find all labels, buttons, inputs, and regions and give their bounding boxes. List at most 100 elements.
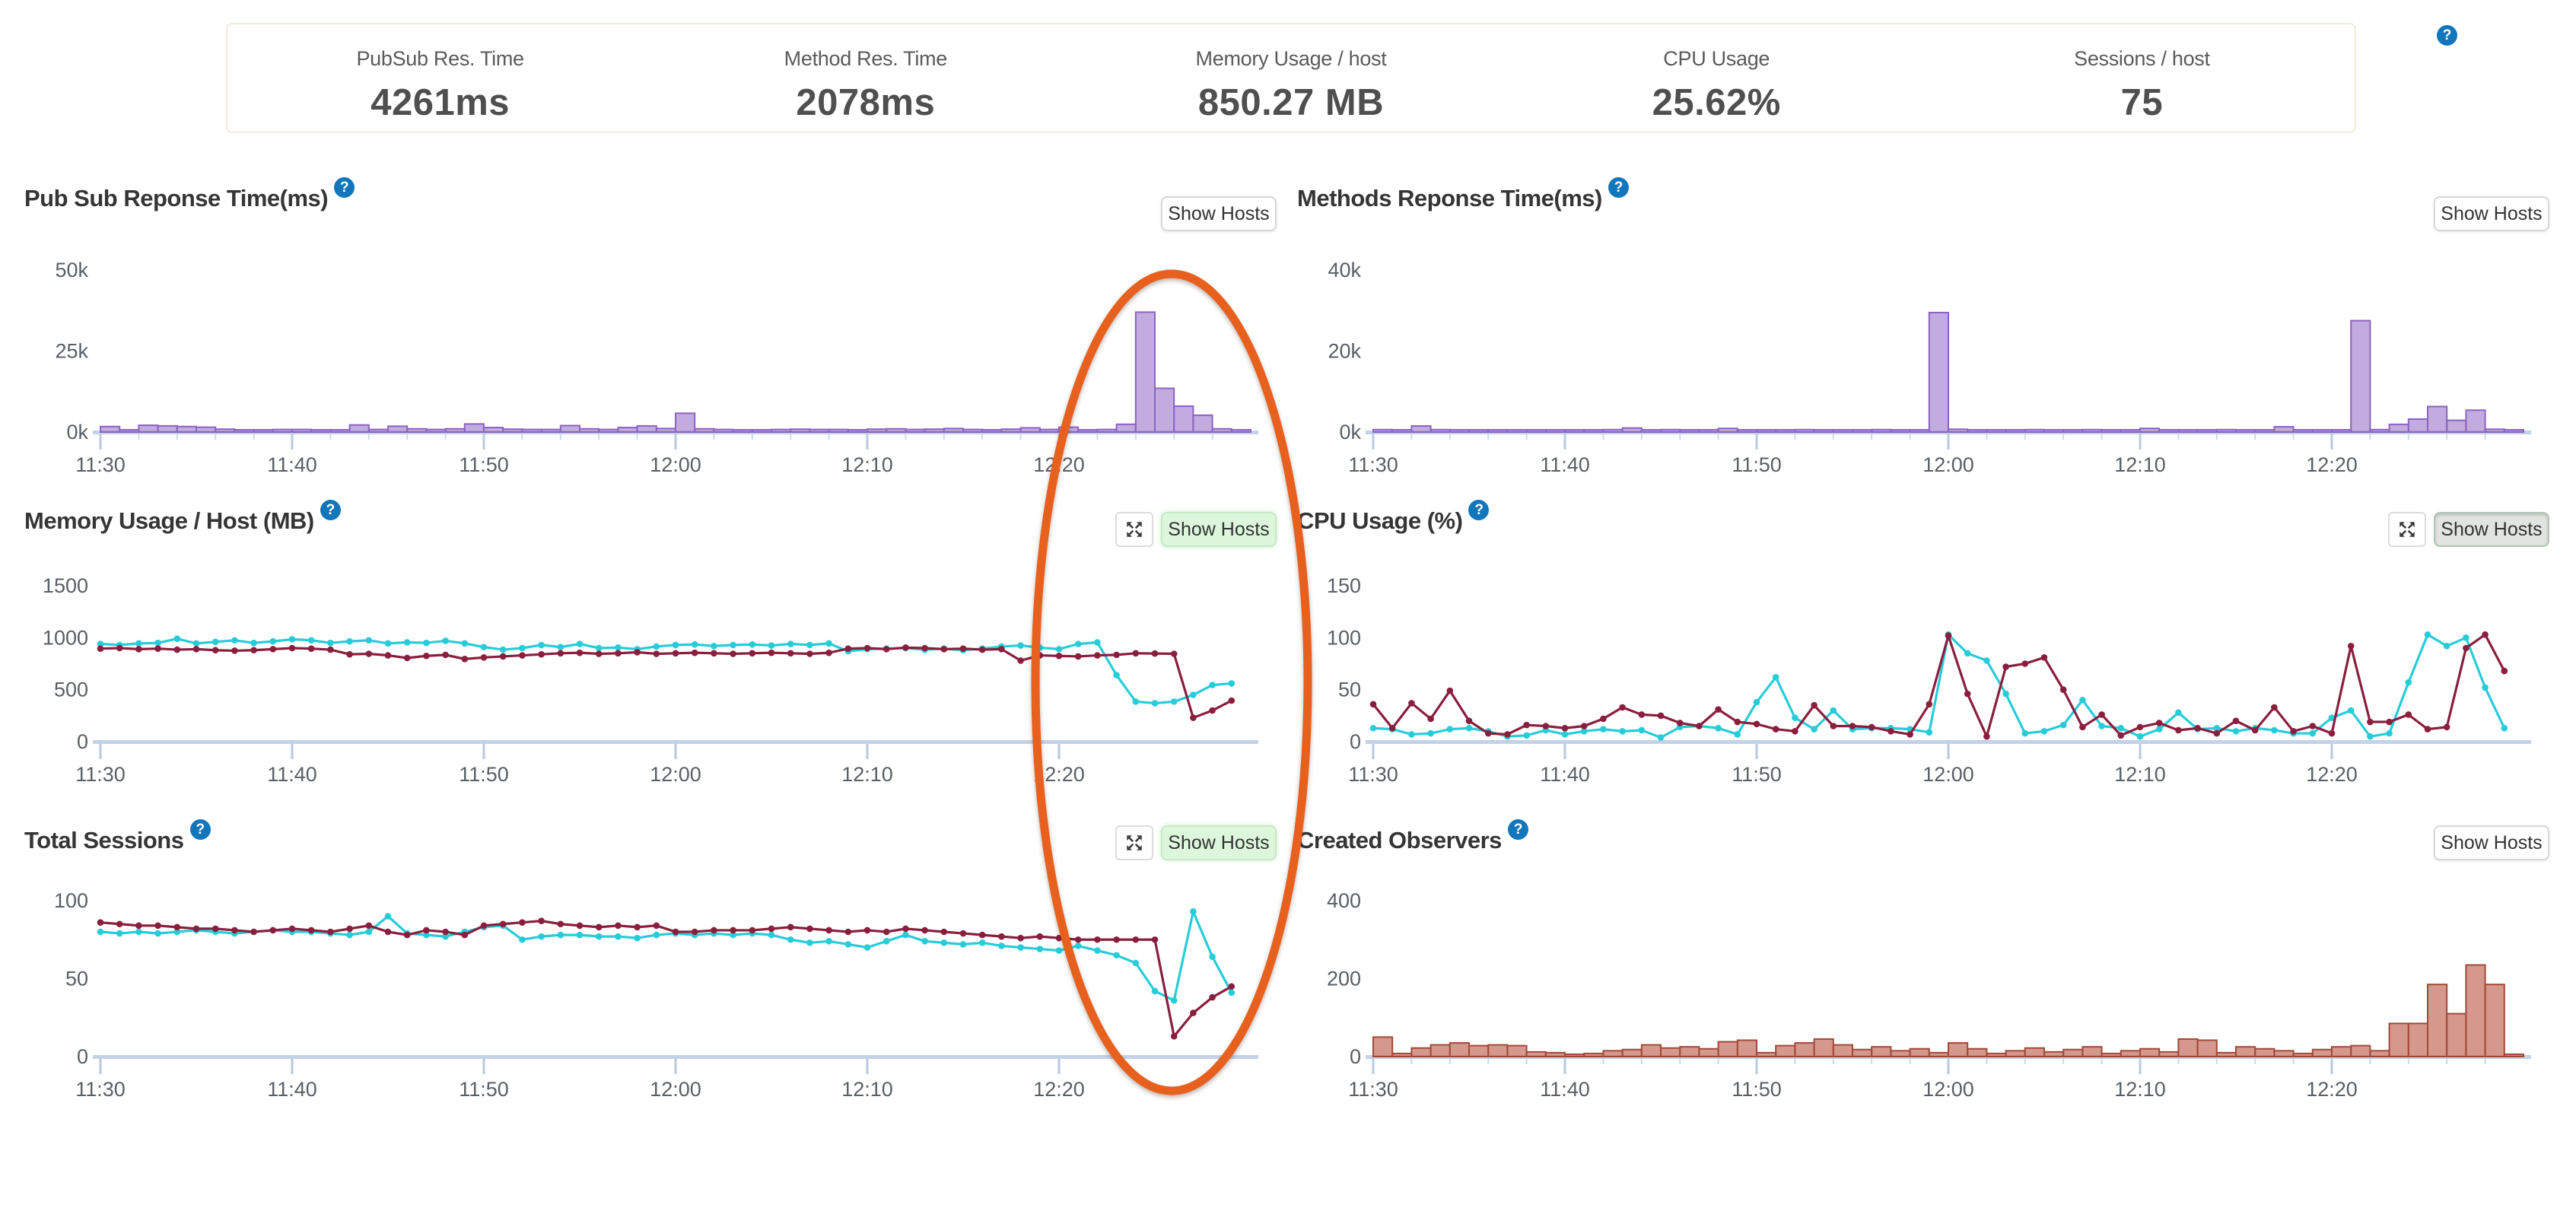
stat-value: 75 bbox=[2120, 82, 2164, 123]
svg-text:11:50: 11:50 bbox=[459, 763, 509, 783]
stat-label: CPU Usage bbox=[1663, 47, 1770, 70]
svg-text:12:00: 12:00 bbox=[650, 453, 701, 476]
svg-text:11:30: 11:30 bbox=[1348, 1078, 1398, 1101]
svg-text:12:20: 12:20 bbox=[2306, 1078, 2358, 1101]
svg-text:200: 200 bbox=[1327, 968, 1361, 990]
svg-text:12:20: 12:20 bbox=[2306, 763, 2358, 783]
stat-value: 2078ms bbox=[796, 82, 936, 123]
svg-text:400: 400 bbox=[1327, 889, 1361, 912]
observers-chart-canvas[interactable]: 11:30 11:40 11:50 12:00 12:10 12:20 0 200 400 bbox=[1296, 867, 2559, 1103]
sessions-chart-canvas[interactable]: 11:30 11:40 11:50 12:00 12:10 12:20 0 50 100 bbox=[23, 867, 1286, 1103]
chart-title: Methods Reponse Time(ms)? bbox=[1297, 177, 1629, 212]
sessions-chart-panel: Total Sessions? Show Hosts 11:30 11:40 11:… bbox=[23, 819, 1286, 1126]
svg-text:11:50: 11:50 bbox=[1732, 763, 1782, 783]
chart-title: Created Observers? bbox=[1297, 819, 1528, 854]
help-icon[interactable]: ? bbox=[1468, 500, 1490, 520]
stat-label: Method Res. Time bbox=[784, 47, 948, 70]
expand-button[interactable] bbox=[1115, 825, 1153, 860]
svg-text:12:20: 12:20 bbox=[1033, 763, 1085, 783]
svg-text:0k: 0k bbox=[66, 421, 88, 443]
svg-text:12:10: 12:10 bbox=[841, 1078, 893, 1101]
help-icon[interactable]: ? bbox=[189, 819, 211, 840]
svg-text:40k: 40k bbox=[1328, 259, 1361, 281]
pubsub-chart-panel: Pub Sub Reponse Time(ms)? Show Hosts 11:… bbox=[23, 177, 1286, 483]
methods-chart-canvas[interactable]: 11:30 11:40 11:50 12:00 12:10 12:20 0k 20k 40k bbox=[1296, 251, 2559, 483]
cpu-chart-panel: CPU Usage (%)? Show Hosts 11:30 11:40 11:5… bbox=[1296, 498, 2559, 803]
cpu-chart-canvas[interactable]: 11:30 11:40 11:50 12:00 12:10 12:20 0 50 100 150 bbox=[1296, 517, 2559, 783]
help-icon[interactable]: ? bbox=[320, 500, 341, 520]
help-icon[interactable]: ? bbox=[1507, 819, 1528, 840]
svg-text:11:50: 11:50 bbox=[1732, 453, 1782, 476]
svg-text:1000: 1000 bbox=[43, 626, 88, 649]
memory-chart-panel: Memory Usage / Host (MB)? Show Hosts 11:… bbox=[23, 498, 1286, 803]
show-hosts-button[interactable]: Show Hosts bbox=[1161, 196, 1277, 231]
svg-text:12:20: 12:20 bbox=[2306, 453, 2358, 476]
svg-text:0k: 0k bbox=[1339, 421, 1361, 443]
svg-text:12:20: 12:20 bbox=[1033, 1078, 1085, 1101]
svg-text:11:30: 11:30 bbox=[1348, 763, 1398, 783]
svg-text:12:10: 12:10 bbox=[2114, 763, 2166, 783]
svg-text:12:00: 12:00 bbox=[1922, 1078, 1974, 1101]
stats-panel: PubSub Res. Time 4261ms Method Res. Time… bbox=[226, 23, 2356, 133]
stat-sessions-host: Sessions / host 75 bbox=[1929, 24, 2355, 132]
svg-text:12:00: 12:00 bbox=[1922, 453, 1974, 476]
pubsub-chart-canvas[interactable]: 11:30 11:40 11:50 12:00 12:10 12:20 0k 25k 50k bbox=[23, 251, 1286, 483]
help-icon[interactable]: ? bbox=[334, 177, 355, 198]
stat-value: 4261ms bbox=[370, 82, 510, 123]
stat-memory-usage: Memory Usage / host 850.27 MB bbox=[1078, 24, 1503, 132]
stat-method-res-time: Method Res. Time 2078ms bbox=[653, 24, 1078, 132]
svg-text:50k: 50k bbox=[55, 259, 88, 281]
svg-text:500: 500 bbox=[54, 679, 88, 701]
show-hosts-button[interactable]: Show Hosts bbox=[2434, 512, 2549, 547]
expand-arrows-icon bbox=[2399, 522, 2415, 537]
show-hosts-button[interactable]: Show Hosts bbox=[2434, 825, 2549, 860]
svg-text:12:00: 12:00 bbox=[1922, 763, 1974, 783]
page-help-icon[interactable]: ? bbox=[2437, 25, 2457, 46]
show-hosts-button[interactable]: Show Hosts bbox=[2434, 196, 2549, 231]
svg-text:11:40: 11:40 bbox=[1540, 1078, 1590, 1101]
chart-title-text: Total Sessions bbox=[24, 827, 184, 853]
svg-text:11:50: 11:50 bbox=[459, 1078, 509, 1101]
expand-arrows-icon bbox=[1127, 835, 1142, 850]
show-hosts-button[interactable]: Show Hosts bbox=[1161, 825, 1277, 860]
stat-cpu-usage: CPU Usage 25.62% bbox=[1504, 24, 1929, 132]
svg-text:11:30: 11:30 bbox=[1348, 453, 1398, 476]
svg-text:11:30: 11:30 bbox=[75, 1078, 126, 1101]
chart-title-text: CPU Usage (%) bbox=[1297, 507, 1463, 534]
stat-value: 850.27 MB bbox=[1197, 82, 1385, 123]
svg-text:11:50: 11:50 bbox=[459, 453, 509, 476]
chart-title-text: Pub Sub Reponse Time(ms) bbox=[24, 185, 329, 211]
svg-text:12:00: 12:00 bbox=[650, 1078, 701, 1101]
stat-label: Sessions / host bbox=[2074, 47, 2210, 70]
chart-title: Pub Sub Reponse Time(ms)? bbox=[24, 177, 355, 212]
svg-text:25k: 25k bbox=[55, 340, 88, 363]
svg-text:11:40: 11:40 bbox=[267, 763, 317, 783]
svg-text:12:10: 12:10 bbox=[841, 763, 893, 783]
svg-text:20k: 20k bbox=[1328, 340, 1361, 363]
svg-text:12:10: 12:10 bbox=[841, 453, 893, 476]
svg-text:11:40: 11:40 bbox=[267, 453, 317, 476]
chart-title-text: Created Observers bbox=[1297, 827, 1502, 853]
svg-text:50: 50 bbox=[1338, 679, 1361, 701]
chart-title: Total Sessions? bbox=[24, 819, 211, 854]
svg-text:11:30: 11:30 bbox=[75, 763, 126, 783]
svg-text:0: 0 bbox=[1350, 730, 1361, 753]
expand-button[interactable] bbox=[2388, 512, 2426, 547]
svg-text:1500: 1500 bbox=[43, 574, 88, 597]
svg-text:0: 0 bbox=[77, 1045, 88, 1068]
svg-text:11:40: 11:40 bbox=[1540, 453, 1590, 476]
chart-title: Memory Usage / Host (MB)? bbox=[24, 500, 341, 535]
svg-text:50: 50 bbox=[65, 968, 88, 990]
svg-text:11:40: 11:40 bbox=[267, 1078, 317, 1101]
svg-text:12:10: 12:10 bbox=[2114, 453, 2166, 476]
stat-label: PubSub Res. Time bbox=[356, 47, 524, 70]
svg-text:12:00: 12:00 bbox=[650, 763, 701, 783]
svg-text:11:40: 11:40 bbox=[1540, 763, 1590, 783]
memory-chart-canvas[interactable]: 11:30 11:40 11:50 12:00 12:10 12:20 0 500 1000 15… bbox=[23, 517, 1286, 783]
svg-text:100: 100 bbox=[1327, 626, 1361, 649]
svg-text:0: 0 bbox=[1350, 1045, 1361, 1068]
svg-text:11:30: 11:30 bbox=[75, 453, 126, 476]
chart-title-text: Methods Reponse Time(ms) bbox=[1297, 185, 1602, 211]
help-icon[interactable]: ? bbox=[1608, 177, 1629, 198]
stat-value: 25.62% bbox=[1652, 82, 1781, 123]
